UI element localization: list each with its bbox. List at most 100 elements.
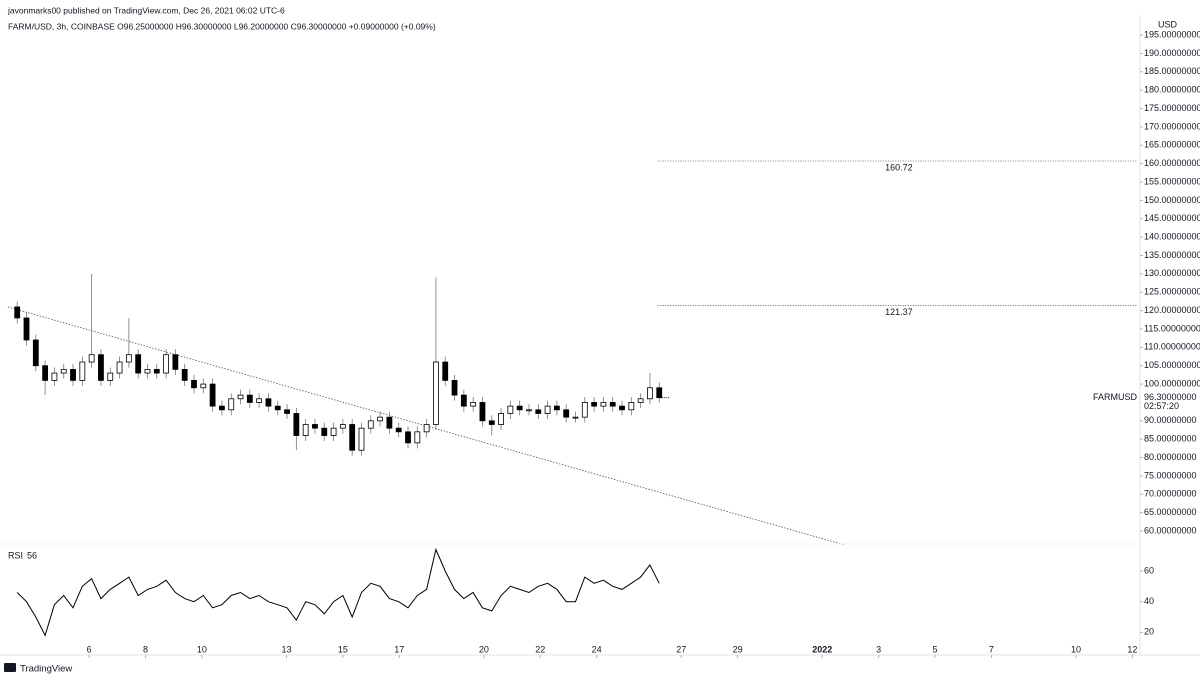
candle-body	[256, 398, 263, 403]
axis-unit: USD	[1158, 19, 1178, 29]
candle-body	[42, 365, 49, 381]
rsi-line	[16, 547, 660, 637]
logo	[4, 663, 16, 672]
countdown: 02:57:20	[1144, 401, 1179, 411]
y-tick-label: 70.00000000	[1144, 489, 1197, 499]
y-tick-label: 195.00000000	[1144, 29, 1200, 39]
y-tick-label: 20	[1144, 627, 1154, 637]
candle-body	[79, 361, 86, 381]
candle-body	[339, 424, 346, 429]
candle-body	[535, 409, 542, 414]
candle-body	[600, 402, 607, 407]
candle-body	[656, 387, 663, 399]
candle-body	[628, 402, 635, 411]
candle-body	[479, 402, 486, 422]
y-tick-label: 145.00000000	[1144, 213, 1200, 223]
y-tick-label: 120.00000000	[1144, 305, 1200, 315]
candle-body	[60, 368, 67, 374]
candle-body	[647, 387, 653, 400]
y-tick-label: 180.00000000	[1144, 85, 1200, 95]
price-box	[1141, 391, 1199, 412]
candle-body	[312, 424, 318, 429]
y-tick-label: 75.00000000	[1144, 470, 1197, 480]
y-tick-label: 150.00000000	[1144, 195, 1200, 205]
candle-body	[488, 420, 495, 425]
y-tick-label: 60	[1144, 565, 1154, 575]
candle-body	[237, 394, 244, 400]
candle-body	[637, 398, 644, 403]
candle-body	[526, 409, 532, 412]
candle-body	[200, 383, 207, 389]
candle-body	[246, 394, 253, 403]
candle-body	[228, 398, 235, 411]
candle-body	[209, 383, 216, 407]
x-tick-label: 3	[876, 644, 881, 654]
candle-body	[23, 317, 30, 341]
candle-body	[125, 354, 132, 363]
indicator-name: RSI	[8, 550, 23, 560]
x-tick-label: 29	[733, 644, 743, 654]
candle-body	[191, 380, 197, 389]
y-tick-label: 60.00000000	[1144, 525, 1197, 535]
candle-body	[544, 405, 551, 414]
candle-body	[367, 420, 374, 429]
level-label: 160.72	[885, 162, 913, 172]
y-tick-label: 190.00000000	[1144, 48, 1200, 58]
x-tick-label: 7	[989, 644, 994, 654]
candle-body	[32, 339, 39, 367]
x-tick-label: 17	[394, 644, 404, 654]
candle-body	[386, 416, 393, 429]
candle-body	[321, 427, 328, 436]
y-tick-label: 90.00000000	[1144, 415, 1197, 425]
candle-body	[153, 368, 160, 374]
y-tick-label: 85.00000000	[1144, 434, 1197, 444]
symbol-line: FARM/USD, 3h, COINBASE O96.25000000 H96.…	[8, 21, 436, 31]
candle-body	[609, 402, 616, 407]
y-tick-label: 105.00000000	[1144, 360, 1200, 370]
candle-body	[516, 405, 523, 411]
x-tick-label: 8	[143, 644, 148, 654]
candle-body	[563, 409, 570, 418]
x-tick-label: 10	[197, 644, 207, 654]
candle-body	[377, 416, 383, 422]
candle-body	[460, 394, 467, 407]
candle-body	[414, 431, 421, 444]
candle-body	[405, 431, 411, 444]
candle-body	[274, 405, 281, 411]
y-tick-label: 125.00000000	[1144, 287, 1200, 297]
x-tick-label: 20	[479, 644, 489, 654]
candle-body	[442, 361, 449, 381]
x-tick-label: 15	[338, 644, 348, 654]
y-tick-label: 115.00000000	[1144, 323, 1200, 333]
candle-body	[51, 372, 58, 381]
candle-body	[470, 402, 477, 407]
brand: TradingView	[20, 664, 72, 675]
candle-body	[581, 402, 588, 418]
candle-body	[498, 413, 504, 425]
y-tick-label: 40	[1144, 596, 1154, 606]
candle-body	[553, 405, 560, 411]
candle-body	[14, 306, 21, 319]
x-tick-label: 13	[281, 644, 291, 654]
y-tick-label: 155.00000000	[1144, 176, 1200, 186]
y-tick-label: 110.00000000	[1144, 342, 1200, 352]
level-label: 121.37	[885, 307, 913, 317]
y-tick-label: 135.00000000	[1144, 250, 1200, 260]
candle-body	[330, 427, 337, 436]
candle-body	[284, 409, 290, 414]
candle-body	[302, 424, 309, 436]
candle-body	[572, 416, 579, 419]
y-tick-label: 165.00000000	[1144, 140, 1200, 150]
candle-body	[107, 372, 114, 381]
candle-body	[619, 405, 625, 411]
y-tick-label: 185.00000000	[1144, 66, 1200, 76]
candle-body	[172, 354, 179, 370]
last-price: 96.30000000	[1144, 392, 1197, 402]
candle-body	[144, 368, 151, 374]
y-tick-label: 100.00000000	[1144, 378, 1200, 388]
candle-body	[293, 413, 300, 436]
candle-body	[395, 427, 402, 433]
x-tick-label: 6	[87, 644, 92, 654]
